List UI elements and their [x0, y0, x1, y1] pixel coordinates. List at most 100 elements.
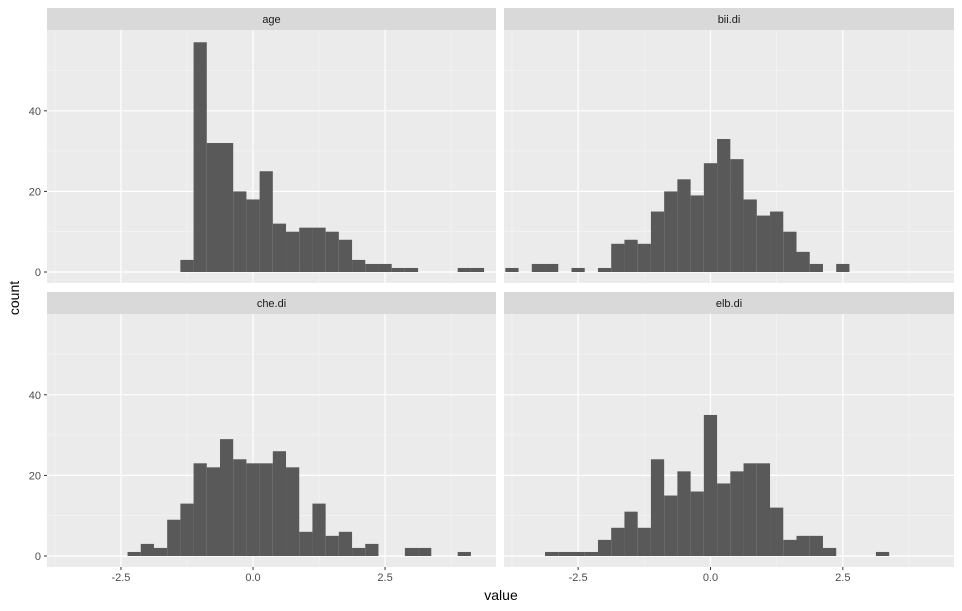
histogram-bar — [624, 511, 638, 556]
histogram-bar — [730, 471, 744, 556]
histogram-bar — [756, 215, 771, 272]
histogram-bar — [650, 211, 665, 272]
facet-panel-age: age 0 20 40 — [29, 8, 496, 283]
histogram-bar — [597, 267, 612, 272]
y-axis-title: count — [6, 281, 22, 315]
histogram-bar — [584, 551, 598, 556]
histogram-bar — [664, 191, 678, 272]
histogram-bar — [836, 263, 850, 272]
histogram-bar — [650, 459, 665, 556]
histogram-bar — [404, 267, 419, 272]
histogram-bar — [703, 163, 718, 272]
histogram-bar — [730, 159, 744, 272]
facet-strip — [47, 292, 496, 314]
histogram-bar — [783, 231, 797, 272]
histogram-bar — [338, 239, 353, 272]
histogram-bar — [796, 251, 810, 272]
histogram-bar — [272, 223, 287, 272]
histogram-bar — [470, 267, 485, 272]
facet-strip-label: bii.di — [718, 14, 741, 26]
y-tick-label: 0 — [35, 551, 41, 563]
histogram-bar — [206, 143, 220, 272]
facet-strip-label: age — [262, 14, 280, 26]
histogram-bar — [286, 231, 300, 272]
histogram-bar — [127, 551, 141, 556]
histogram-bar — [167, 519, 181, 556]
histogram-bar — [365, 263, 379, 272]
y-tick-label: 0 — [35, 267, 41, 279]
histogram-bar — [391, 267, 405, 272]
x-tick-label: 2.5 — [835, 572, 850, 584]
histogram-bar — [338, 531, 353, 556]
histogram-bar — [193, 463, 207, 556]
histogram-bar — [246, 199, 260, 272]
histogram-bar — [717, 483, 731, 556]
histogram-bar — [418, 547, 432, 556]
histogram-bar — [272, 451, 287, 556]
histogram-bar — [299, 531, 313, 556]
x-tick-label: 0.0 — [245, 572, 260, 584]
histogram-bar — [286, 467, 300, 556]
histogram-bar — [756, 463, 771, 556]
histogram-bar — [325, 231, 339, 272]
x-tick-label: -2.5 — [569, 572, 588, 584]
histogram-bar — [809, 263, 823, 272]
histogram-bar — [325, 535, 339, 556]
histogram-bar — [624, 239, 638, 272]
histogram-bar — [246, 463, 260, 556]
y-tick-label: 20 — [29, 186, 41, 198]
y-tick-label: 40 — [29, 106, 41, 118]
facet-strip — [47, 8, 496, 30]
histogram-bar — [875, 551, 890, 556]
histogram-bar — [677, 179, 691, 272]
histogram-bar — [611, 527, 625, 556]
histogram-bar — [233, 191, 247, 272]
histogram-bar — [743, 463, 757, 556]
facet-strip-label: che.di — [257, 298, 286, 310]
histogram-bar — [664, 495, 678, 556]
histogram-bar — [312, 503, 326, 556]
histogram-bar — [180, 259, 194, 272]
histogram-bar — [531, 263, 546, 272]
histogram-bar — [193, 42, 207, 272]
histogram-bar — [677, 471, 691, 556]
histogram-bar — [299, 227, 313, 272]
histogram-bar — [233, 459, 247, 556]
facet-strip-label: elb.di — [716, 298, 742, 310]
histogram-bar — [153, 547, 168, 556]
histogram-bar — [505, 267, 519, 272]
histogram-bar — [637, 243, 651, 272]
histogram-bar — [180, 503, 194, 556]
histogram-bar — [457, 267, 471, 272]
histogram-bar — [571, 267, 585, 272]
histogram-bar — [822, 547, 837, 556]
histogram-bar — [597, 539, 612, 556]
histogram-bar — [206, 467, 220, 556]
x-tick-label: -2.5 — [111, 572, 130, 584]
histogram-bar — [219, 143, 234, 272]
histogram-bar — [259, 171, 273, 272]
histogram-bar — [219, 439, 234, 556]
histogram-bar — [770, 507, 784, 556]
histogram-bar — [457, 551, 471, 556]
histogram-bar — [404, 547, 419, 556]
histogram-bar — [690, 491, 704, 556]
histogram-bar — [690, 195, 704, 272]
x-tick-label: 2.5 — [377, 572, 392, 584]
facet-strip — [504, 8, 954, 30]
histogram-bar — [809, 535, 823, 556]
facet-panel-che-di: che.di 0 20 40 -2.5 0.0 2.5 — [29, 292, 496, 584]
y-tick-label: 20 — [29, 470, 41, 482]
histogram-bar — [352, 259, 366, 272]
histogram-bar — [571, 551, 585, 556]
histogram-bar — [611, 243, 625, 272]
histogram-bar — [352, 547, 366, 556]
histogram-bar — [312, 227, 326, 272]
histogram-bar — [259, 463, 273, 556]
histogram-bar — [770, 211, 784, 272]
histogram-bar — [637, 527, 651, 556]
histogram-bar — [558, 551, 572, 556]
histogram-bar — [140, 543, 154, 556]
histogram-bar — [545, 551, 559, 556]
